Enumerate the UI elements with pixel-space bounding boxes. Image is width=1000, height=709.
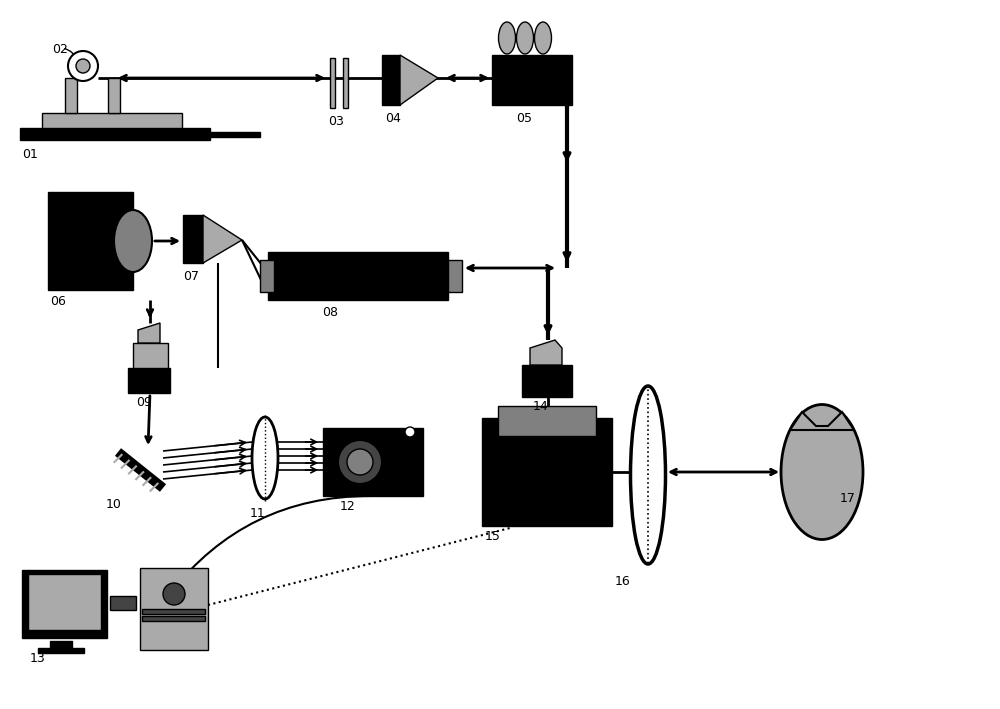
Bar [22, 570, 107, 638]
Bar [260, 260, 274, 292]
Bar [323, 428, 423, 496]
Circle shape [68, 51, 98, 81]
Bar [28, 574, 101, 630]
Bar [482, 418, 612, 526]
Bar [498, 406, 596, 436]
Bar [195, 132, 260, 137]
Bar [110, 596, 136, 610]
Text: 06: 06 [50, 295, 66, 308]
Polygon shape [530, 340, 562, 365]
Bar [268, 252, 448, 300]
Bar [142, 616, 205, 621]
Bar [108, 78, 120, 113]
Bar [42, 113, 182, 128]
Ellipse shape [781, 405, 863, 540]
Ellipse shape [516, 22, 534, 54]
Polygon shape [790, 412, 854, 430]
Text: 17: 17 [840, 492, 856, 505]
Text: 16: 16 [615, 575, 631, 588]
Bar [142, 609, 205, 614]
Polygon shape [203, 215, 242, 263]
Bar [128, 368, 170, 393]
Text: 09: 09 [136, 396, 152, 409]
Text: 14: 14 [533, 400, 549, 413]
Bar [330, 58, 335, 108]
Bar [48, 192, 133, 290]
Polygon shape [400, 55, 438, 105]
Bar [65, 78, 77, 113]
Text: 13: 13 [30, 652, 46, 665]
Bar [140, 568, 208, 650]
Bar [492, 55, 572, 105]
Polygon shape [138, 323, 160, 343]
Ellipse shape [631, 386, 666, 564]
Circle shape [76, 59, 90, 73]
Text: 12: 12 [340, 500, 356, 513]
Ellipse shape [252, 417, 278, 499]
Text: 07: 07 [183, 270, 199, 283]
Ellipse shape [114, 210, 152, 272]
Bar [38, 648, 84, 653]
Bar [522, 365, 572, 397]
Text: 15: 15 [485, 530, 501, 543]
Circle shape [405, 427, 415, 437]
Bar [183, 215, 203, 263]
Text: 05: 05 [516, 112, 532, 125]
Bar [50, 641, 72, 649]
Circle shape [163, 583, 185, 605]
Circle shape [338, 440, 382, 484]
Bar [343, 58, 348, 108]
Bar [448, 260, 462, 292]
Ellipse shape [534, 22, 552, 54]
Text: 11: 11 [250, 507, 266, 520]
Ellipse shape [498, 22, 516, 54]
Text: 01: 01 [22, 148, 38, 161]
Circle shape [347, 449, 373, 475]
Text: 10: 10 [106, 498, 122, 511]
Bar [382, 55, 400, 105]
Text: 04: 04 [385, 112, 401, 125]
Polygon shape [133, 343, 168, 368]
Bar [20, 128, 210, 140]
Text: 08: 08 [322, 306, 338, 319]
Text: 03: 03 [328, 115, 344, 128]
Text: 02: 02 [52, 43, 68, 56]
